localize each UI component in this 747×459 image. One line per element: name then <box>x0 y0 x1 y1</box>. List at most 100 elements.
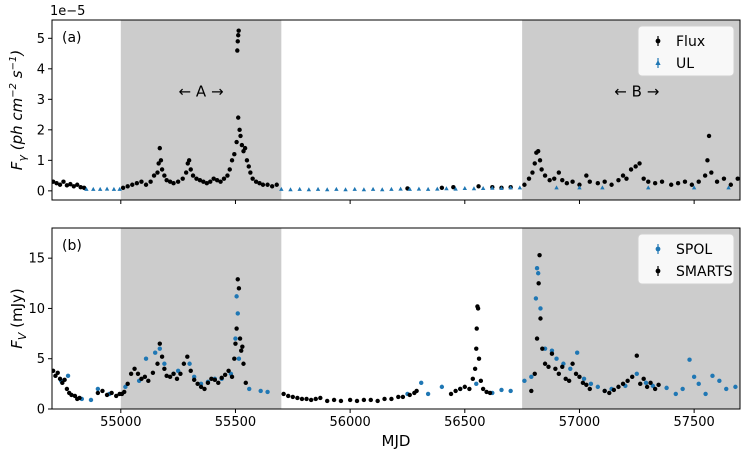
data-point-smarts <box>602 388 607 394</box>
data-point-smarts <box>566 378 572 384</box>
data-point-smarts <box>234 326 239 331</box>
data-point-smarts <box>178 371 183 377</box>
data-point-flux <box>587 179 592 184</box>
data-point-spol <box>157 346 162 351</box>
data-point-ul <box>117 186 122 191</box>
data-point-smarts <box>325 398 330 404</box>
data-point-flux <box>214 177 220 183</box>
data-point-smarts <box>299 396 305 402</box>
data-point-smarts <box>656 382 661 388</box>
data-point-flux <box>451 184 456 190</box>
data-point-ul <box>343 187 348 192</box>
data-point-flux <box>652 181 658 186</box>
data-point-smarts <box>52 368 56 373</box>
data-point-spol <box>581 376 587 382</box>
data-point-flux <box>595 181 601 186</box>
data-point-smarts <box>407 392 412 398</box>
data-point-flux <box>253 179 259 184</box>
data-point-flux <box>227 167 232 172</box>
ylabel-unit: s <box>8 70 26 83</box>
data-point-smarts <box>584 382 589 388</box>
data-point-spol <box>535 271 541 276</box>
legend-label: SPOL <box>676 242 712 258</box>
data-points <box>52 252 738 404</box>
y-tick-label: 0 <box>37 403 45 418</box>
data-point-smarts <box>620 381 626 387</box>
data-point-smarts <box>529 388 534 394</box>
data-point-flux <box>151 173 157 178</box>
data-point-ul <box>435 186 440 191</box>
data-point-ul <box>104 186 110 191</box>
data-point-spol <box>162 361 167 366</box>
data-point-spol <box>529 374 534 380</box>
data-point-smarts <box>69 392 74 398</box>
data-point-flux <box>539 167 544 172</box>
data-point-flux <box>570 179 575 184</box>
data-point-flux <box>535 148 541 154</box>
data-point-spol <box>574 350 580 355</box>
data-point-smarts <box>648 380 653 386</box>
data-point-flux <box>721 176 727 181</box>
data-point-smarts <box>95 390 101 396</box>
ylabel-unit: (ph cm <box>8 98 26 155</box>
data-point-smarts <box>616 384 621 390</box>
legend-label: SMARTS <box>676 264 733 280</box>
data-point-flux <box>236 28 241 33</box>
data-point-smarts <box>487 390 493 396</box>
data-point-flux <box>624 176 629 181</box>
data-point-smarts <box>453 388 458 394</box>
data-point-smarts <box>553 366 558 371</box>
data-point-smarts <box>128 371 134 377</box>
data-point-ul <box>97 186 103 191</box>
data-point-smarts <box>209 376 214 382</box>
data-point-flux <box>257 181 262 186</box>
data-point-ul <box>91 186 96 191</box>
data-point-spol <box>634 371 639 377</box>
data-point-smarts <box>281 391 286 397</box>
data-point-smarts <box>150 370 156 375</box>
data-point-smarts <box>237 336 243 341</box>
ylabel-symbol: F <box>8 340 26 349</box>
data-point-smarts <box>556 371 562 377</box>
data-point-flux <box>542 173 548 178</box>
data-point-smarts <box>462 384 467 390</box>
data-point-spol <box>123 384 128 390</box>
data-point-spol <box>710 373 715 379</box>
data-point-spol <box>419 380 424 386</box>
data-point-smarts <box>174 376 180 382</box>
y-axis-label: FV (mJy) <box>8 288 29 349</box>
data-point-spol <box>265 389 270 395</box>
data-point-smarts <box>641 376 646 382</box>
data-point-smarts <box>347 397 353 403</box>
data-point-flux <box>620 173 626 178</box>
data-point-ul <box>361 187 367 192</box>
legend: SPOL SMARTS <box>637 233 735 285</box>
data-point-flux <box>130 182 135 187</box>
data-point-flux <box>183 170 189 175</box>
data-point-spol <box>198 381 204 387</box>
data-point-flux <box>139 179 144 184</box>
data-point-flux <box>689 182 695 187</box>
data-point-spol <box>691 374 697 380</box>
data-point-smarts <box>331 397 337 403</box>
y-tick-label: 5 <box>37 352 45 367</box>
data-point-flux <box>57 182 63 187</box>
data-point-flux <box>552 176 557 181</box>
data-point-ul <box>84 186 89 191</box>
data-point-flux <box>274 182 279 187</box>
data-point-flux <box>162 173 167 178</box>
data-point-flux <box>705 158 710 163</box>
data-point-flux <box>201 179 206 184</box>
data-point-ul <box>370 186 376 191</box>
data-point-flux <box>155 170 160 175</box>
data-point-flux <box>235 39 240 44</box>
data-point-flux <box>560 177 565 183</box>
data-point-ul <box>380 187 385 192</box>
data-point-spol <box>153 350 158 355</box>
data-point-spol <box>235 311 240 316</box>
data-point-smarts <box>478 378 484 384</box>
data-point-ul <box>691 185 697 190</box>
data-point-smarts <box>474 326 479 331</box>
data-point-flux <box>158 158 164 163</box>
